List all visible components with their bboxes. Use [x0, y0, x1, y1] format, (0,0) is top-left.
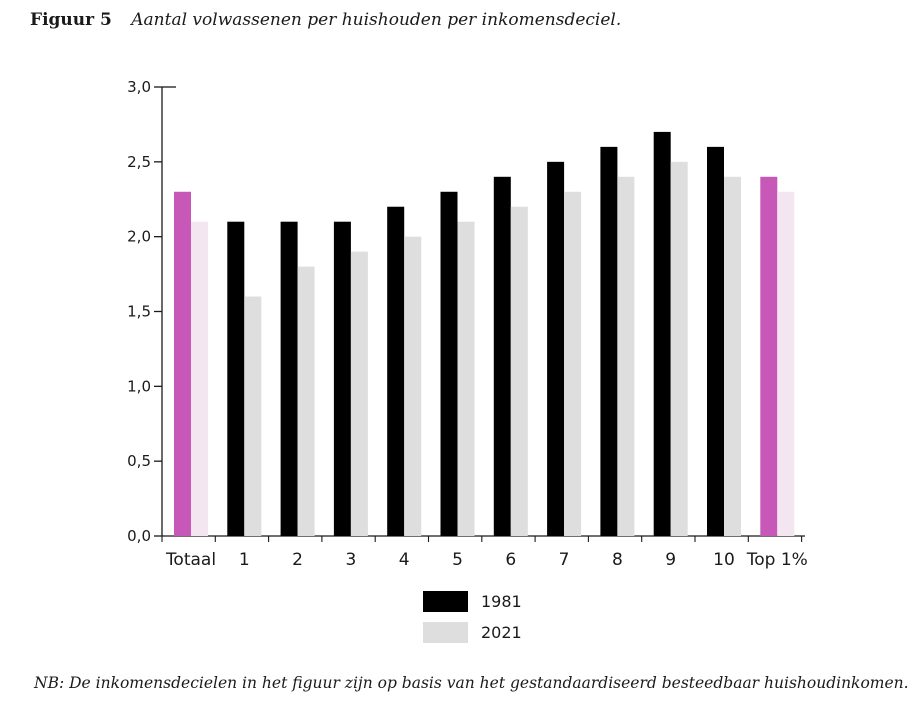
bar-2021-7: [564, 191, 582, 536]
bar-2021-6: [510, 206, 528, 536]
y-tick-label: 1,0: [127, 377, 151, 395]
legend-label-2021: 2021: [481, 623, 522, 642]
x-category-label: 6: [505, 550, 516, 570]
bar-1981-Totaal: [174, 191, 191, 536]
bar-1981-2: [280, 221, 298, 536]
x-category-label: 10: [713, 550, 735, 570]
bar-2021-8: [617, 176, 635, 537]
x-category-label: 1: [239, 550, 250, 570]
y-tick-label: 1,5: [127, 303, 151, 321]
y-tick-label: 2,5: [127, 153, 151, 171]
bar-1981-9: [653, 131, 671, 536]
bar-2021-Totaal: [191, 221, 208, 536]
x-category-label: 3: [345, 550, 356, 570]
bar-chart: 0,0 0,5 1,0 1,5 2,0 2,5 3,0 Totaal 1 2 3 4 5 6 7 8 9 10 To…: [127, 78, 808, 643]
bar-2021-1: [244, 296, 262, 536]
y-tick-label: 0,0: [127, 527, 151, 545]
x-category-label: 7: [559, 550, 570, 570]
bar-2021-Top1: [777, 191, 795, 536]
bar-1981-4: [387, 206, 405, 536]
y-tick-label: 0,5: [127, 452, 151, 470]
bar-1981-Top1: [760, 176, 778, 537]
x-category-label: 4: [399, 550, 410, 570]
bar-2021-10: [724, 176, 741, 537]
bar-1981-8: [600, 146, 618, 536]
bar-2021-4: [404, 236, 422, 536]
x-category-label: 2: [292, 550, 303, 570]
x-category-label: 5: [452, 550, 463, 570]
x-category-label: Totaal: [165, 550, 216, 570]
figure-note: NB: De inkomensdecielen in het figuur zi…: [34, 674, 909, 692]
bar-1981-1: [227, 221, 245, 536]
x-category-label: 9: [665, 550, 676, 570]
bar-1981-6: [493, 176, 511, 537]
legend-swatch-2021: [423, 622, 468, 643]
bar-1981-7: [547, 161, 565, 537]
x-category-label: Top 1%: [746, 550, 808, 570]
bar-2021-9: [670, 161, 688, 537]
x-category-label: 8: [612, 550, 623, 570]
figure-title: Aantal volwassenen per huishouden per in…: [131, 10, 622, 30]
legend-label-1981: 1981: [481, 592, 522, 611]
y-tick-label: 2,0: [127, 228, 151, 246]
bar-2021-2: [297, 266, 315, 536]
legend-swatch-1981: [423, 591, 468, 612]
bar-1981-5: [440, 191, 458, 536]
y-tick-label: 3,0: [127, 78, 151, 96]
figure-label: Figuur 5: [30, 10, 112, 30]
bar-1981-10: [707, 146, 724, 536]
bar-2021-3: [350, 251, 368, 536]
figure-header: Figuur 5 Aantal volwassenen per huishoud…: [30, 10, 621, 30]
bar-2021-5: [457, 221, 475, 536]
bar-1981-3: [333, 221, 351, 536]
